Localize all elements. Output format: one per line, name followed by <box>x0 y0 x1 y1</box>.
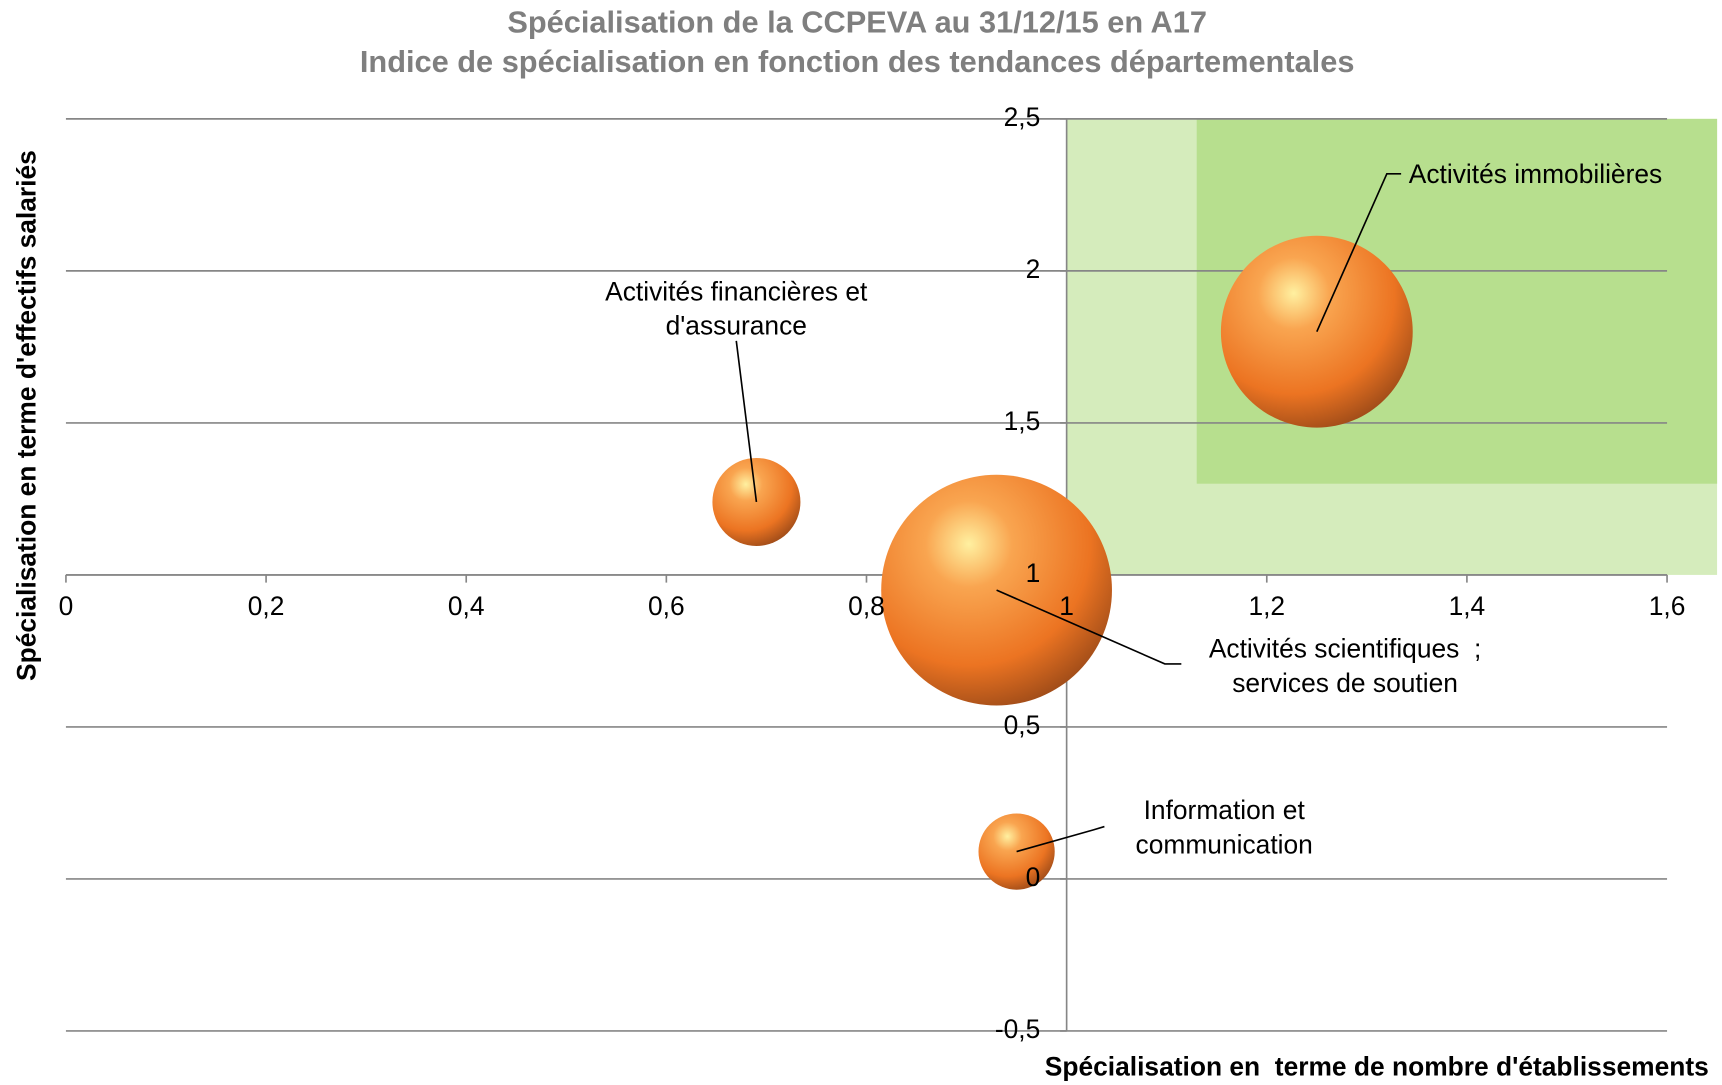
point-label: d'assurance <box>666 311 807 341</box>
y-tick-label: 2 <box>1026 254 1041 284</box>
bubble <box>881 474 1112 706</box>
x-tick-label: 1,2 <box>1248 591 1285 621</box>
leader-line <box>1016 825 1105 853</box>
x-tick-label: 0,6 <box>648 591 685 621</box>
point-label: communication <box>1136 829 1313 859</box>
chart-subtitle: Indice de spécialisation en fonction des… <box>360 44 1355 79</box>
x-tick-label: 0 <box>59 591 74 621</box>
x-tick-label: 1,6 <box>1649 591 1686 621</box>
y-tick-label: 0,5 <box>1004 710 1041 740</box>
point-label: Activités financières et <box>605 277 868 307</box>
x-tick-label: 1 <box>1059 591 1074 621</box>
point-label: Activités immobilières <box>1409 159 1662 189</box>
x-tick-label: 0,8 <box>848 591 885 621</box>
y-axis-title: Spécialisation en terme d'effectifs sala… <box>12 150 42 681</box>
x-tick-label: 0,2 <box>248 591 285 621</box>
y-tick-label: 1 <box>1026 558 1041 588</box>
y-tick-label: 1,5 <box>1004 406 1041 436</box>
point-label: Activités scientifiques ; <box>1209 634 1482 664</box>
leader-line <box>996 589 1182 665</box>
chart-title: Spécialisation de la CCPEVA au 31/12/15 … <box>507 4 1207 39</box>
point-label: services de soutien <box>1232 668 1458 698</box>
leader-line <box>735 340 758 503</box>
x-axis-title: Spécialisation en terme de nombre d'étab… <box>1045 1051 1709 1081</box>
y-tick-label: 2,5 <box>1004 102 1041 132</box>
y-tick-label: -0,5 <box>995 1014 1040 1044</box>
y-tick-label: 0 <box>1026 862 1041 892</box>
x-tick-label: 0,4 <box>448 591 485 621</box>
leader-line <box>1316 172 1402 333</box>
point-label: Information et <box>1144 795 1306 825</box>
bubble <box>1220 235 1413 428</box>
x-tick-label: 1,4 <box>1449 591 1486 621</box>
